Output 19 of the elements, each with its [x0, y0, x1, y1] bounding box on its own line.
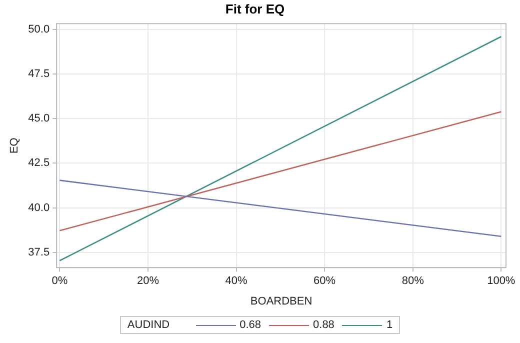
x-tick-label: 100% [487, 275, 516, 288]
y-tick-label: 45.0 [28, 112, 50, 125]
legend-title: AUDIND [127, 319, 170, 331]
legend-label: 0.68 [240, 319, 262, 331]
x-tick-label: 0% [52, 275, 68, 288]
y-tick-label: 42.5 [28, 157, 50, 170]
y-axis-title: EQ [8, 137, 21, 154]
x-tick-label: 60% [314, 275, 336, 288]
y-tick-label: 47.5 [28, 68, 50, 80]
y-tick-label: 40.0 [28, 202, 50, 214]
x-axis-title: BOARDBEN [250, 295, 312, 308]
y-tick-label: 50.0 [28, 23, 50, 36]
x-tick-label: 20% [136, 275, 160, 288]
legend-label: 1 [386, 319, 393, 331]
chart-title: Fit for EQ [225, 1, 285, 16]
x-tick-label: 40% [225, 275, 248, 288]
y-tick-label: 37.5 [28, 246, 50, 258]
legend-label: 0.88 [313, 319, 334, 331]
x-tick-label: 80% [402, 275, 424, 288]
